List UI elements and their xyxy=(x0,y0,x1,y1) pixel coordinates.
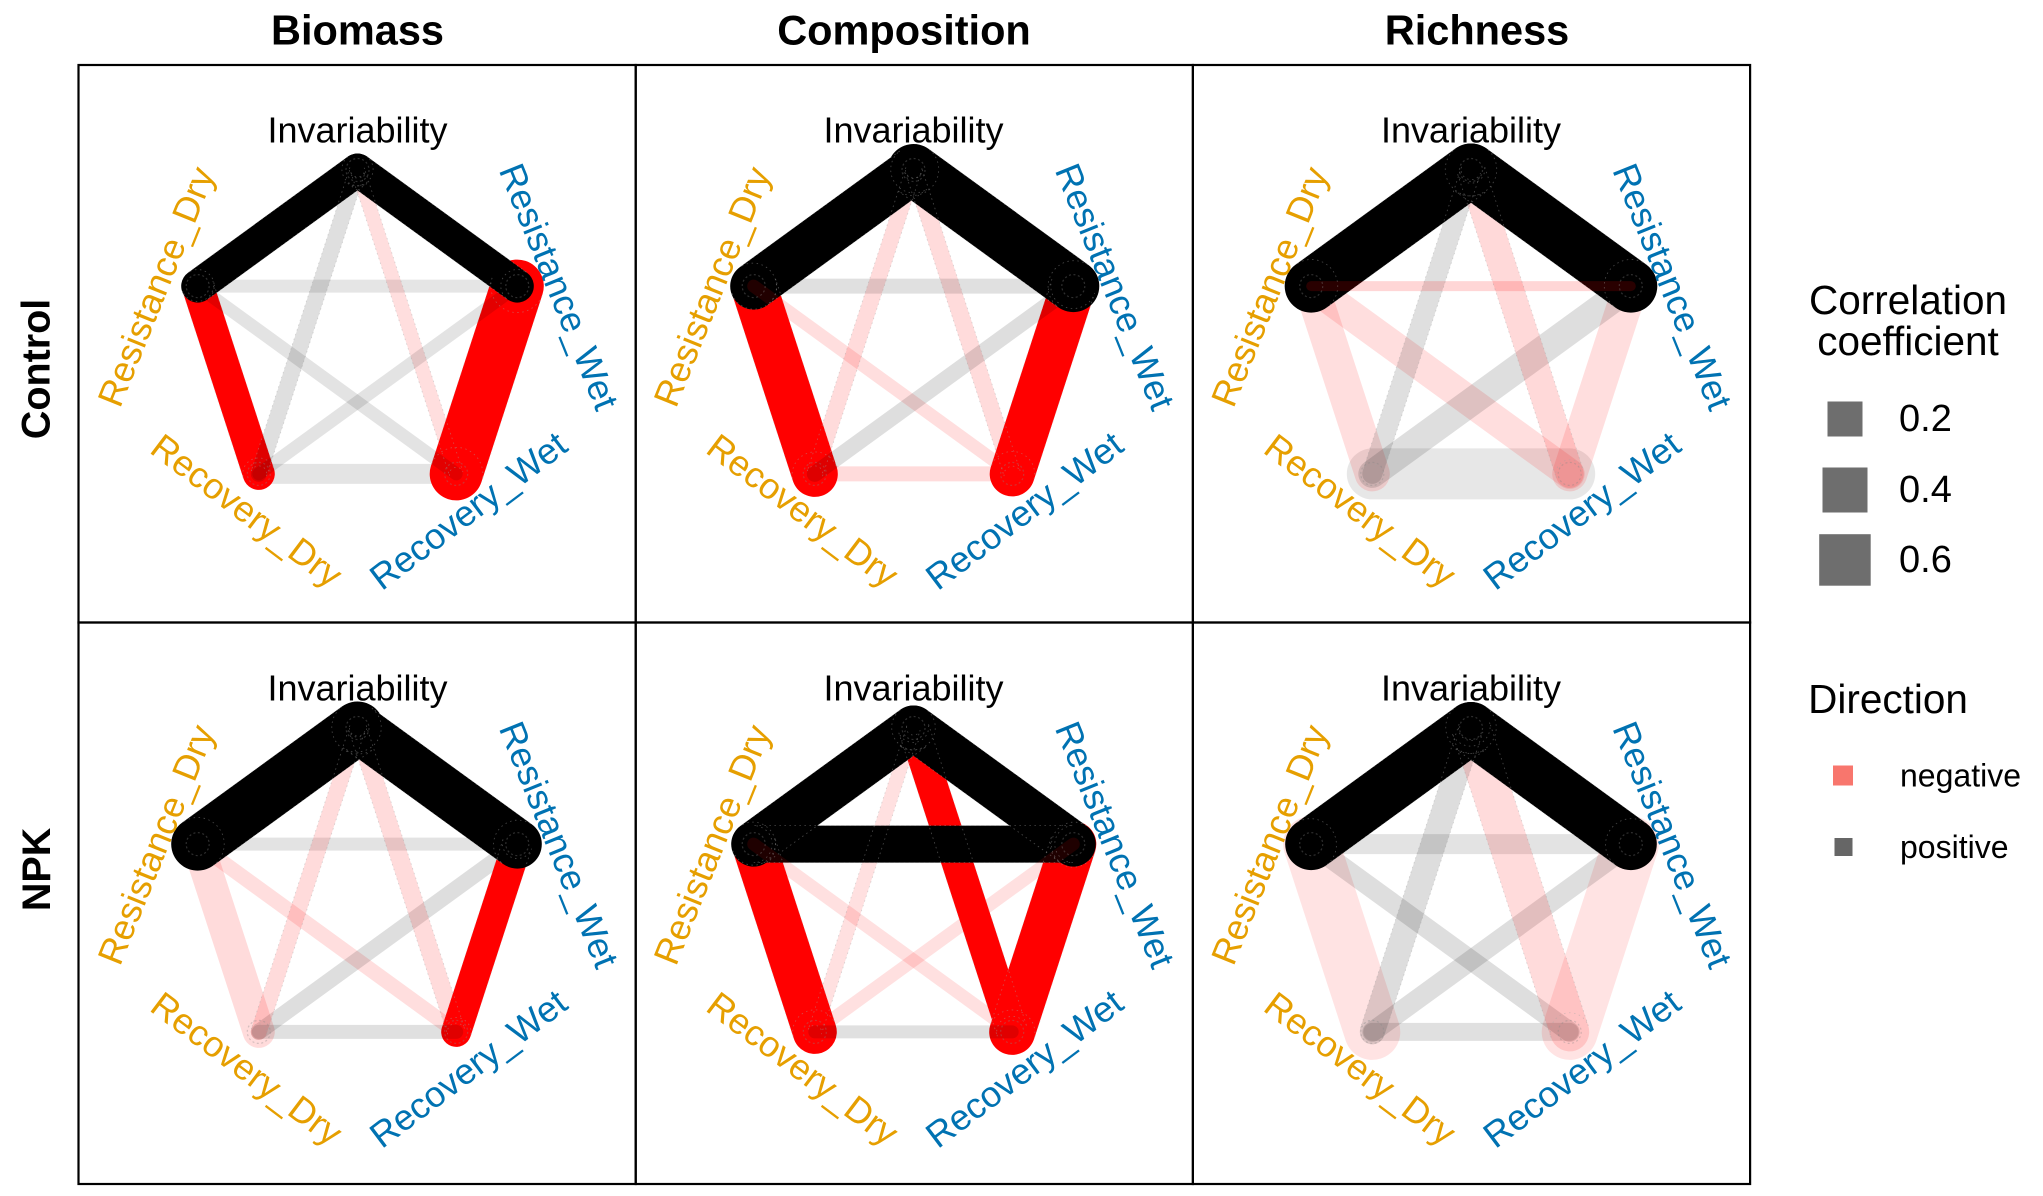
svg-text:NPK: NPK xyxy=(15,827,59,911)
svg-text:0.6: 0.6 xyxy=(1899,539,1952,581)
svg-text:Invariability: Invariability xyxy=(1381,668,1561,709)
svg-text:Direction: Direction xyxy=(1808,676,1968,722)
svg-text:Correlation: Correlation xyxy=(1809,277,2007,323)
svg-text:Control: Control xyxy=(15,299,59,439)
svg-text:Invariability: Invariability xyxy=(1381,110,1561,151)
svg-text:Invariability: Invariability xyxy=(823,668,1003,709)
svg-text:Composition: Composition xyxy=(777,7,1031,54)
svg-text:Invariability: Invariability xyxy=(823,110,1003,151)
svg-text:positive: positive xyxy=(1900,829,2009,865)
svg-text:Richness: Richness xyxy=(1385,7,1570,54)
svg-text:Invariability: Invariability xyxy=(267,668,447,709)
svg-text:Biomass: Biomass xyxy=(271,7,444,54)
svg-text:0.4: 0.4 xyxy=(1899,469,1952,511)
svg-text:Invariability: Invariability xyxy=(267,110,447,151)
svg-text:coefficient: coefficient xyxy=(1817,318,1999,364)
svg-text:negative: negative xyxy=(1900,758,2021,794)
svg-text:0.2: 0.2 xyxy=(1899,398,1952,440)
